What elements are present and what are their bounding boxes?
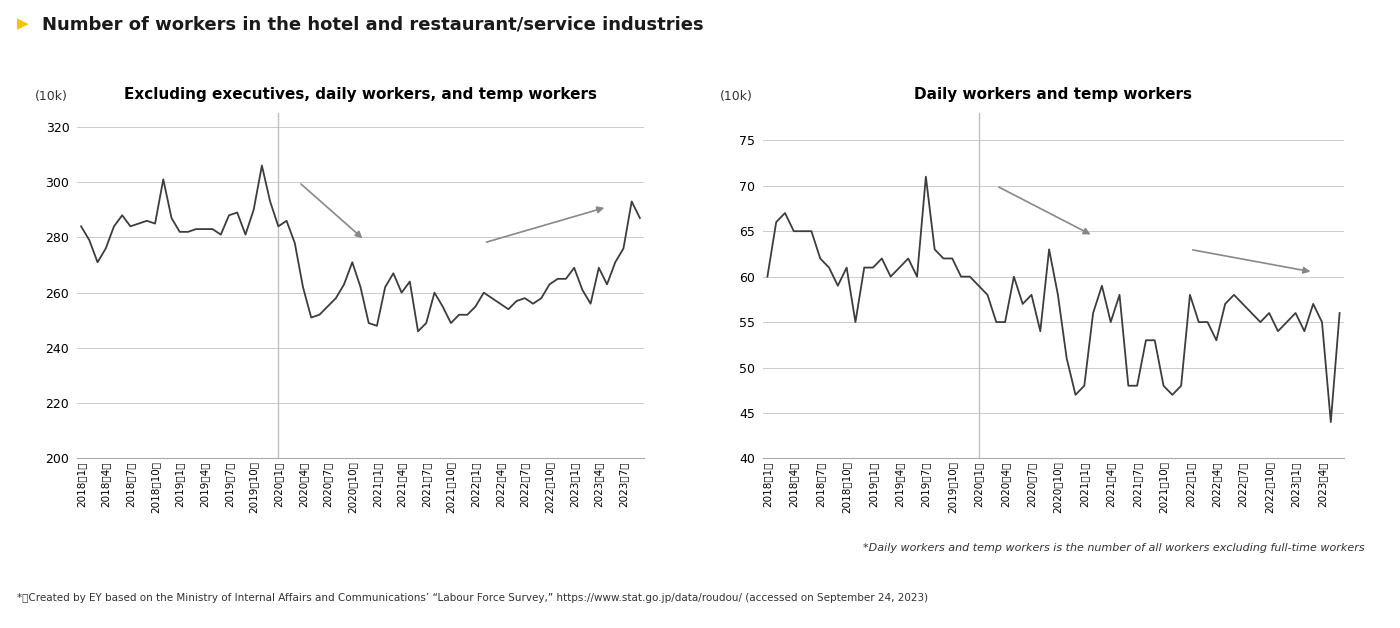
- Text: ▶: ▶: [17, 16, 28, 31]
- Text: *Daily workers and temp workers is the number of all workers excluding full-time: *Daily workers and temp workers is the n…: [864, 543, 1365, 553]
- Text: *　Created by EY based on the Ministry of Internal Affairs and Communications’ “L: * Created by EY based on the Ministry of…: [17, 593, 928, 604]
- Text: Number of workers in the hotel and restaurant/service industries: Number of workers in the hotel and resta…: [42, 16, 704, 34]
- Text: (10k): (10k): [720, 90, 752, 102]
- Title: Daily workers and temp workers: Daily workers and temp workers: [914, 87, 1193, 102]
- Title: Excluding executives, daily workers, and temp workers: Excluding executives, daily workers, and…: [125, 87, 596, 102]
- Text: (10k): (10k): [35, 90, 67, 102]
